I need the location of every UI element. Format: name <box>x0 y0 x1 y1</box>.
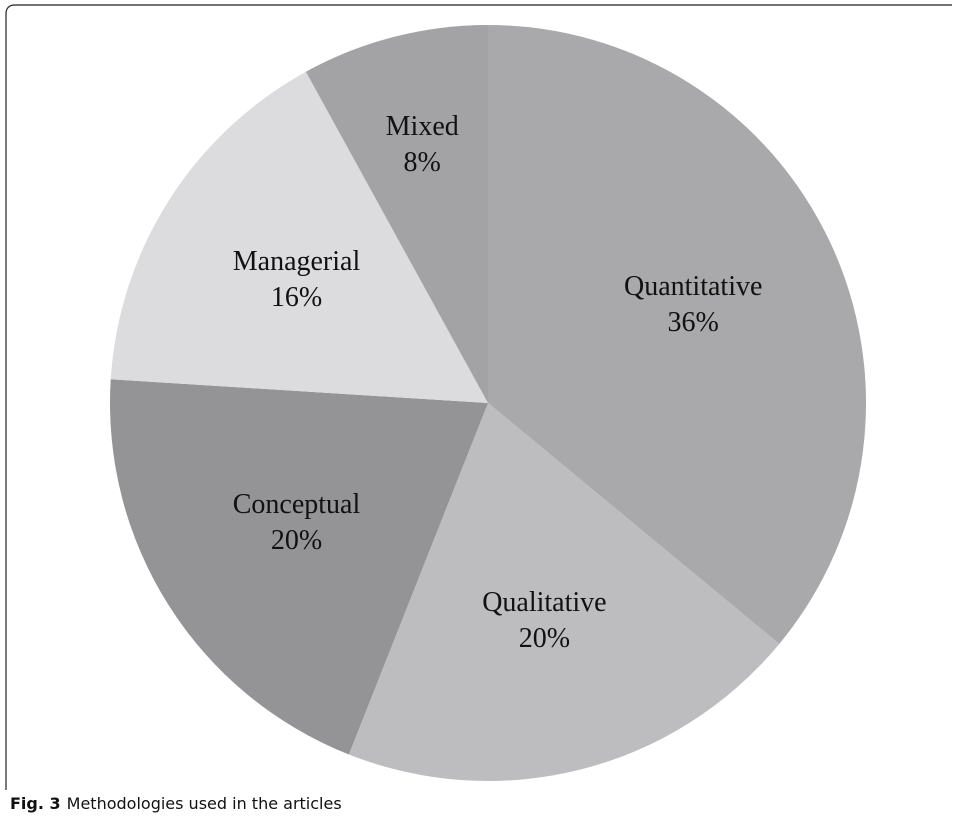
caption-text: Methodologies used in the articles <box>67 794 342 813</box>
slice-value-label: 20% <box>271 525 322 556</box>
slice-label: Managerial <box>233 246 361 277</box>
slice-label: Qualitative <box>482 587 606 618</box>
pie-slice <box>109 379 488 755</box>
frame <box>5 4 952 790</box>
pie-slice <box>110 71 488 403</box>
pie: Quantitative 36% Qualitative 20% Conceptual 2… <box>109 25 866 781</box>
slice-label: Mixed <box>386 111 459 142</box>
pie-slice <box>348 403 780 781</box>
pie-slice <box>488 25 866 644</box>
slice-label: Quantitative <box>624 271 762 302</box>
slice-value-label: 16% <box>271 282 322 313</box>
pie-slice <box>305 25 488 403</box>
slice-value-label: 20% <box>519 623 570 654</box>
slice-value-label: 36% <box>668 307 719 338</box>
slice-value-label: 8% <box>404 147 441 178</box>
slice-label: Conceptual <box>233 489 361 520</box>
caption: Fig. 3 Methodologies used in the articles <box>10 794 342 813</box>
caption-label: Fig. 3 <box>10 794 61 813</box>
